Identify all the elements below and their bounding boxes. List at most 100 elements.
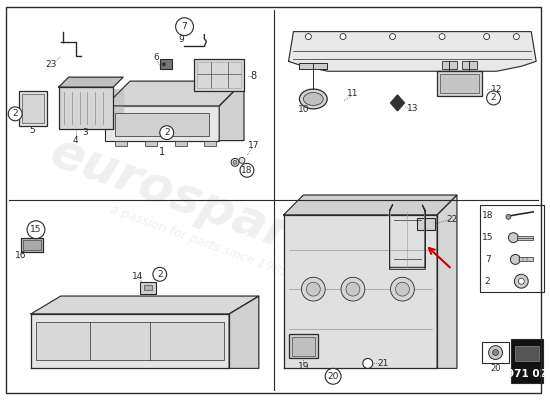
Polygon shape xyxy=(437,195,457,368)
Text: 15: 15 xyxy=(30,225,42,234)
Text: 10: 10 xyxy=(298,105,309,114)
Text: 4: 4 xyxy=(73,136,79,145)
Circle shape xyxy=(390,277,414,301)
Circle shape xyxy=(508,233,518,242)
Bar xyxy=(289,334,318,358)
Text: eurospares: eurospares xyxy=(43,128,356,282)
Bar xyxy=(36,322,224,360)
Bar xyxy=(22,94,44,123)
Bar xyxy=(23,240,41,250)
Circle shape xyxy=(341,277,365,301)
Polygon shape xyxy=(219,81,244,140)
Bar xyxy=(515,346,539,362)
Text: a passion for parts since 1985: a passion for parts since 1985 xyxy=(108,203,290,280)
Circle shape xyxy=(325,368,341,384)
Ellipse shape xyxy=(299,89,327,109)
Polygon shape xyxy=(229,296,259,368)
Text: 2: 2 xyxy=(485,277,491,286)
Circle shape xyxy=(514,274,528,288)
Polygon shape xyxy=(113,89,123,129)
Text: 11: 11 xyxy=(347,88,359,98)
Bar xyxy=(440,74,478,93)
Text: 2: 2 xyxy=(12,109,18,118)
Circle shape xyxy=(510,254,520,264)
Text: 1: 1 xyxy=(159,148,165,158)
Bar xyxy=(59,87,113,129)
Text: 2: 2 xyxy=(157,270,163,279)
Text: 16: 16 xyxy=(15,251,27,260)
Circle shape xyxy=(487,91,500,105)
Bar xyxy=(512,339,543,383)
Bar xyxy=(115,113,210,136)
Text: 17: 17 xyxy=(248,141,260,150)
Text: 18: 18 xyxy=(482,211,493,220)
Text: 21: 21 xyxy=(377,359,388,368)
Polygon shape xyxy=(59,77,123,87)
Text: 20: 20 xyxy=(490,364,501,373)
Circle shape xyxy=(395,282,409,296)
Polygon shape xyxy=(289,32,536,71)
Circle shape xyxy=(162,62,166,66)
Circle shape xyxy=(233,160,237,164)
Bar xyxy=(140,282,156,294)
Bar xyxy=(197,62,241,88)
Bar xyxy=(299,63,327,69)
Circle shape xyxy=(363,358,373,368)
Circle shape xyxy=(439,34,445,40)
Polygon shape xyxy=(284,195,457,215)
Text: 6: 6 xyxy=(153,53,159,62)
Circle shape xyxy=(305,34,311,40)
Circle shape xyxy=(340,34,346,40)
Bar xyxy=(482,342,509,364)
Circle shape xyxy=(160,126,174,140)
Bar xyxy=(144,285,152,290)
Bar xyxy=(195,59,244,91)
Polygon shape xyxy=(31,314,229,368)
Bar xyxy=(160,59,172,69)
Circle shape xyxy=(488,346,503,360)
Text: 5: 5 xyxy=(29,126,35,135)
Text: 19: 19 xyxy=(298,362,309,371)
Circle shape xyxy=(346,282,360,296)
Text: 3: 3 xyxy=(82,128,89,137)
Text: 20: 20 xyxy=(327,372,339,381)
Text: 971 02: 971 02 xyxy=(507,369,547,379)
Text: 15: 15 xyxy=(482,233,493,242)
Bar xyxy=(462,61,477,69)
Bar xyxy=(21,238,43,252)
Text: 22: 22 xyxy=(447,215,458,224)
Bar xyxy=(175,140,186,146)
Polygon shape xyxy=(390,95,404,111)
Circle shape xyxy=(182,24,188,30)
Text: 2: 2 xyxy=(491,94,497,102)
Bar xyxy=(19,91,47,126)
Polygon shape xyxy=(389,205,425,269)
Polygon shape xyxy=(105,81,244,106)
Bar xyxy=(518,236,533,240)
Text: 12: 12 xyxy=(491,84,502,94)
Bar xyxy=(480,205,544,292)
Bar xyxy=(437,71,482,96)
Circle shape xyxy=(483,34,490,40)
Polygon shape xyxy=(105,106,219,140)
Text: 14: 14 xyxy=(133,272,144,281)
Circle shape xyxy=(8,107,22,121)
Bar xyxy=(145,140,157,146)
Bar xyxy=(205,140,216,146)
Circle shape xyxy=(240,163,254,177)
Text: 9: 9 xyxy=(179,35,184,44)
Circle shape xyxy=(231,158,239,166)
Text: 2: 2 xyxy=(164,128,169,137)
Circle shape xyxy=(301,277,325,301)
Text: 18: 18 xyxy=(241,166,252,175)
Text: 8: 8 xyxy=(251,71,257,81)
Bar xyxy=(417,218,435,230)
Circle shape xyxy=(513,34,519,40)
Circle shape xyxy=(506,214,511,219)
Text: 23: 23 xyxy=(45,60,57,69)
Ellipse shape xyxy=(304,92,323,106)
Bar xyxy=(442,61,457,69)
Text: 7: 7 xyxy=(182,22,188,31)
Circle shape xyxy=(27,221,45,239)
Circle shape xyxy=(175,18,194,36)
